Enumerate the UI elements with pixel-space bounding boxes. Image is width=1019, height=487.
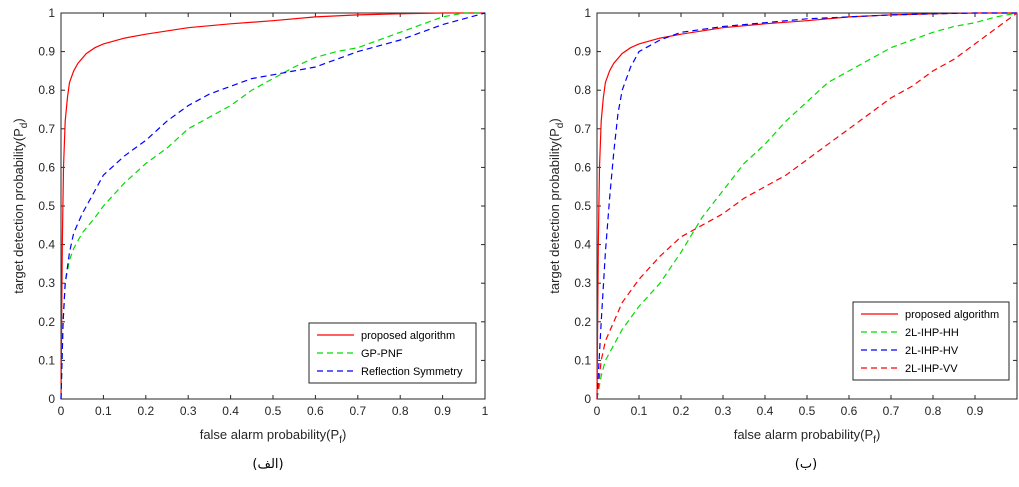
x-axis-label-sub: f (339, 435, 342, 446)
y-tick-label: 0.7 (574, 122, 591, 136)
y-axis-label-sub: d (555, 123, 566, 129)
legend: proposed algorithm GP-PNF Reflection Symme… (308, 322, 477, 384)
y-axis-label-sub: d (19, 123, 30, 129)
series-line-2 (596, 12, 1018, 400)
x-tick-label: 0.5 (265, 404, 282, 418)
x-tick-label: 0.4 (757, 404, 774, 418)
x-tick-label: 0.6 (841, 404, 858, 418)
x-tick-label: 0.3 (180, 404, 197, 418)
x-tick-label: 0.4 (222, 404, 239, 418)
series-line-2 (60, 12, 485, 400)
x-tick-label: 1 (482, 404, 489, 418)
x-tick-label: 0.9 (434, 404, 451, 418)
series-line-3 (60, 12, 486, 400)
y-axis-label-main: target detection probability(P (547, 128, 562, 293)
x-tick-label: 0.1 (631, 404, 648, 418)
y-tick-label: 0.2 (574, 315, 591, 329)
legend-label-3: 2L-IHP-HV (905, 345, 959, 357)
legend-label-2: 2L-IHP-HH (905, 327, 959, 339)
x-tick-label: 0.7 (349, 404, 366, 418)
x-axis-label-sub: f (873, 435, 876, 446)
x-tick-label: 0.2 (673, 404, 690, 418)
x-tick-label: 0.6 (307, 404, 324, 418)
chart-2: 0 0.1 0.2 0.3 0.4 0.5 0.6 0.7 0.8 0.9 0 0.1 0.2 0.3 0.… (547, 6, 1018, 472)
legend-box (852, 301, 1010, 381)
x-tick-label: 0 (58, 404, 65, 418)
figure-caption: (الف) (252, 457, 283, 472)
y-axis-label: target detection probability(Pd) (547, 118, 566, 293)
x-axis-label-end: ) (342, 427, 346, 442)
y-tick-label: 0.8 (38, 83, 55, 97)
x-tick-label: 0.7 (883, 404, 900, 418)
y-tick-label: 0.4 (38, 238, 55, 252)
y-tick-label: 0.2 (38, 315, 55, 329)
figure-caption: (ب) (795, 457, 817, 472)
legend-label-1: proposed algorithm (361, 330, 455, 342)
x-tick-label: 0.2 (137, 404, 154, 418)
x-tick-label: 0.1 (95, 404, 112, 418)
legend-label-3: Reflection Symmetry (361, 366, 463, 378)
y-tick-label: 0.9 (574, 45, 591, 59)
y-tick-label: 0.1 (574, 353, 591, 367)
legend: proposed algorithm 2L-IHP-HH 2L-IHP-HV 2L-I… (852, 301, 1010, 381)
x-axis-label: false alarm probability(Pf) (734, 427, 881, 446)
x-axis-label-main: false alarm probability(P (734, 427, 873, 442)
y-axis-label-end: ) (11, 118, 26, 122)
x-axis-label: false alarm probability(Pf) (200, 427, 347, 446)
y-tick-label: 0.6 (574, 160, 591, 174)
y-tick-label: 1 (584, 6, 591, 20)
legend-label-4: 2L-IHP-VV (905, 363, 958, 375)
series-line-4 (596, 12, 1018, 400)
y-axis-label: target detection probability(Pd) (11, 118, 30, 293)
y-tick-label: 0.3 (574, 276, 591, 290)
y-tick-label: 0.3 (38, 276, 55, 290)
y-tick-label: 0.5 (574, 199, 591, 213)
x-tick-label: 0.9 (967, 404, 984, 418)
x-axis-label-end: ) (876, 427, 880, 442)
x-tick-label: 0 (594, 404, 601, 418)
y-tick-label: 0.4 (574, 238, 591, 252)
series-line-1 (60, 12, 485, 400)
x-tick-label: 0.8 (925, 404, 942, 418)
y-tick-label: 0 (48, 392, 55, 406)
x-axis-label-main: false alarm probability(P (200, 427, 339, 442)
y-tick-label: 0.7 (38, 122, 55, 136)
y-axis-label-end: ) (547, 118, 562, 122)
x-tick-label: 0.3 (715, 404, 732, 418)
legend-label-2: GP-PNF (361, 348, 403, 360)
y-axis-label-main: target detection probability(P (11, 128, 26, 293)
y-tick-label: 0.1 (38, 353, 55, 367)
x-tick-label: 0.8 (392, 404, 409, 418)
y-tick-label: 0.6 (38, 160, 55, 174)
series-line-3 (596, 12, 1017, 400)
x-tick-label: 0.5 (799, 404, 816, 418)
y-tick-label: 0.9 (38, 45, 55, 59)
legend-label-1: proposed algorithm (905, 309, 999, 321)
y-tick-label: 1 (48, 6, 55, 20)
y-tick-label: 0 (584, 392, 591, 406)
y-tick-label: 0.5 (38, 199, 55, 213)
chart-1: 0 0.1 0.2 0.3 0.4 0.5 0.6 0.7 0.8 0.9 1 0 0.1 0.2 0.3 0… (11, 6, 489, 472)
y-tick-label: 0.8 (574, 83, 591, 97)
legend-box (308, 322, 477, 384)
